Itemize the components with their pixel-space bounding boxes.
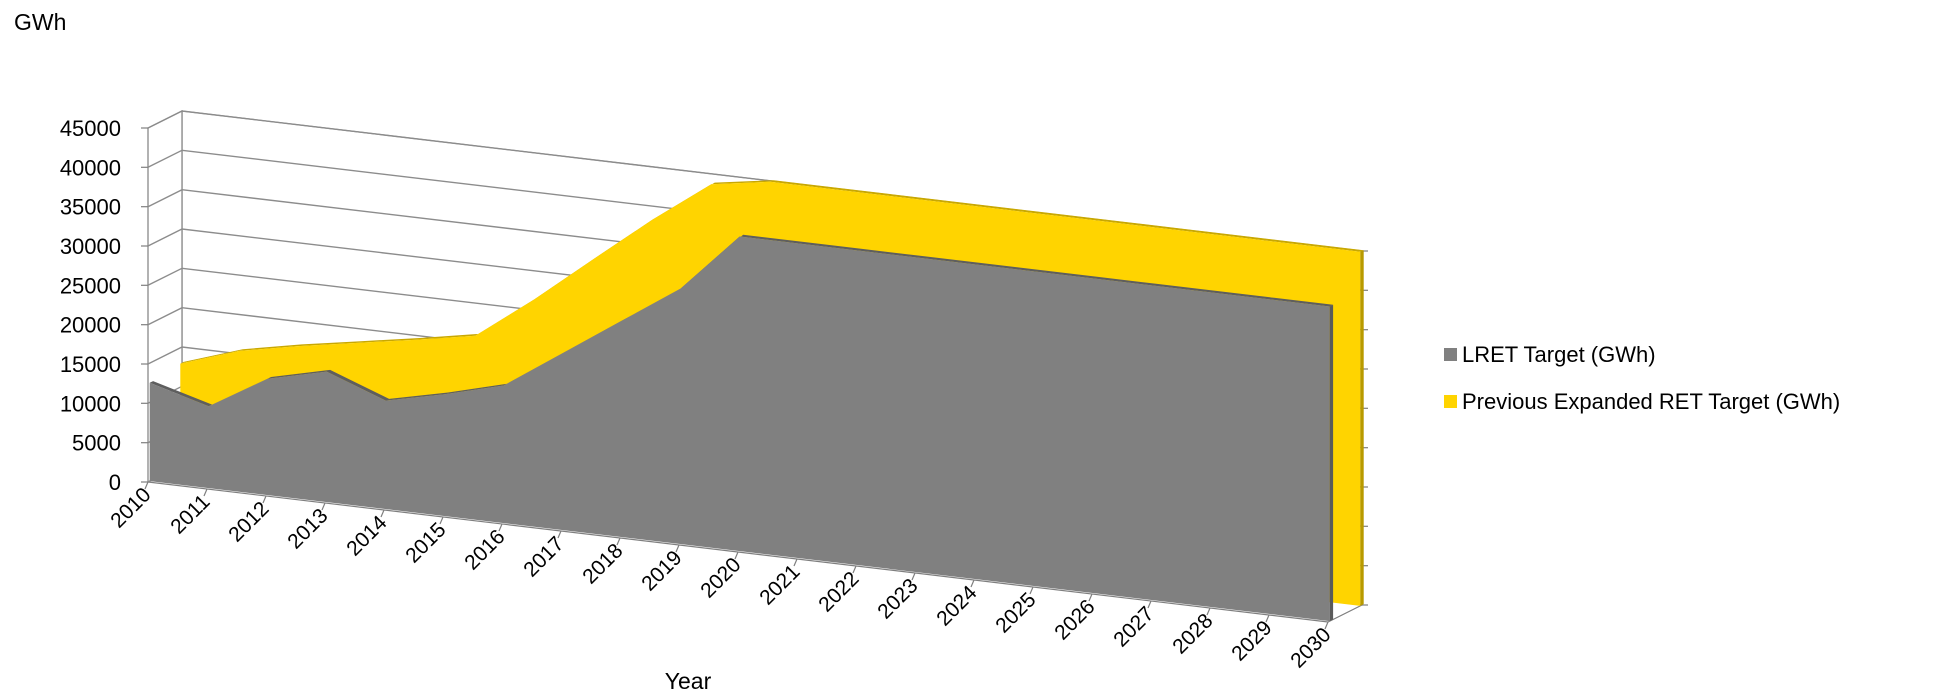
x-tick-mark	[1324, 621, 1329, 630]
x-tick-mark	[675, 544, 680, 553]
x-tick-mark	[616, 537, 621, 546]
x-tick-label: 2018	[578, 539, 627, 588]
y-axis-tick-labels: 0 5000 10000 15000 20000 25000 30000 35000 40000…	[60, 116, 121, 495]
x-tick-label: 2015	[401, 518, 450, 567]
x-tick-mark	[1147, 600, 1152, 609]
y-tick-label: 30000	[60, 234, 121, 259]
x-tick-mark	[793, 558, 798, 567]
y-tick-label: 35000	[60, 195, 121, 220]
legend: LRET Target (GWh) Previous Expanded RET …	[1444, 342, 1840, 414]
x-tick-label: 2020	[696, 553, 745, 602]
x-tick-label: 2013	[283, 504, 332, 553]
y-tick-label: 0	[109, 470, 121, 495]
x-tick-mark	[1206, 607, 1211, 616]
x-tick-mark	[1265, 614, 1270, 623]
x-tick-label: 2021	[755, 560, 804, 609]
x-tick-mark	[852, 565, 857, 574]
x-tick-mark	[1029, 586, 1034, 595]
x-tick-mark	[557, 530, 562, 539]
y-tick-label: 5000	[72, 431, 121, 456]
y-tick-label: 10000	[60, 391, 121, 416]
y-tick-label: 20000	[60, 313, 121, 338]
series-area-previous-expanded-ret-top	[180, 180, 1364, 364]
x-tick-label: 2023	[873, 574, 922, 623]
y-tick-label: 45000	[60, 116, 121, 141]
series-area-lret-side	[1329, 304, 1334, 622]
y-tick-label: 25000	[60, 273, 121, 298]
x-tick-label: 2026	[1050, 595, 1099, 644]
x-tick-label: 2012	[224, 497, 273, 546]
x-tick-label: 2014	[342, 511, 392, 561]
legend-label-lret: LRET Target (GWh)	[1462, 342, 1656, 367]
x-tick-mark	[911, 572, 916, 581]
x-tick-label: 2027	[1109, 602, 1158, 651]
x-tick-mark	[970, 579, 975, 588]
x-tick-mark	[734, 551, 739, 560]
x-tick-mark	[321, 502, 326, 511]
x-tick-label: 2024	[932, 581, 982, 631]
series-area-previous-expanded-ret-side	[1360, 250, 1364, 606]
x-tick-label: 2016	[460, 525, 509, 574]
x-tick-mark	[439, 516, 444, 525]
x-tick-mark	[262, 495, 267, 504]
x-tick-label: 2022	[814, 567, 863, 616]
x-tick-label: 2029	[1227, 616, 1276, 665]
legend-swatch-previous-expanded-ret	[1444, 395, 1457, 408]
x-tick-label: 2011	[166, 490, 214, 538]
x-tick-label: 2030	[1286, 623, 1335, 672]
legend-swatch-lret	[1444, 348, 1457, 361]
x-tick-label: 2017	[519, 532, 568, 581]
y-axis-title: GWh	[14, 9, 66, 35]
x-tick-label: 2025	[991, 588, 1040, 637]
series-area-lret	[149, 236, 1330, 622]
x-tick-label: 2028	[1168, 609, 1217, 658]
legend-label-previous-expanded-ret: Previous Expanded RET Target (GWh)	[1462, 389, 1840, 414]
x-tick-mark	[1088, 593, 1093, 602]
y-tick-label: 40000	[60, 155, 121, 180]
x-tick-mark	[203, 488, 208, 497]
x-tick-mark	[380, 509, 385, 518]
y-tick-label: 15000	[60, 352, 121, 377]
x-tick-mark	[498, 523, 503, 532]
x-tick-mark	[144, 481, 149, 490]
series-areas	[149, 180, 1364, 622]
x-tick-label: 2019	[637, 546, 686, 595]
x-axis-title: Year	[665, 668, 712, 693]
